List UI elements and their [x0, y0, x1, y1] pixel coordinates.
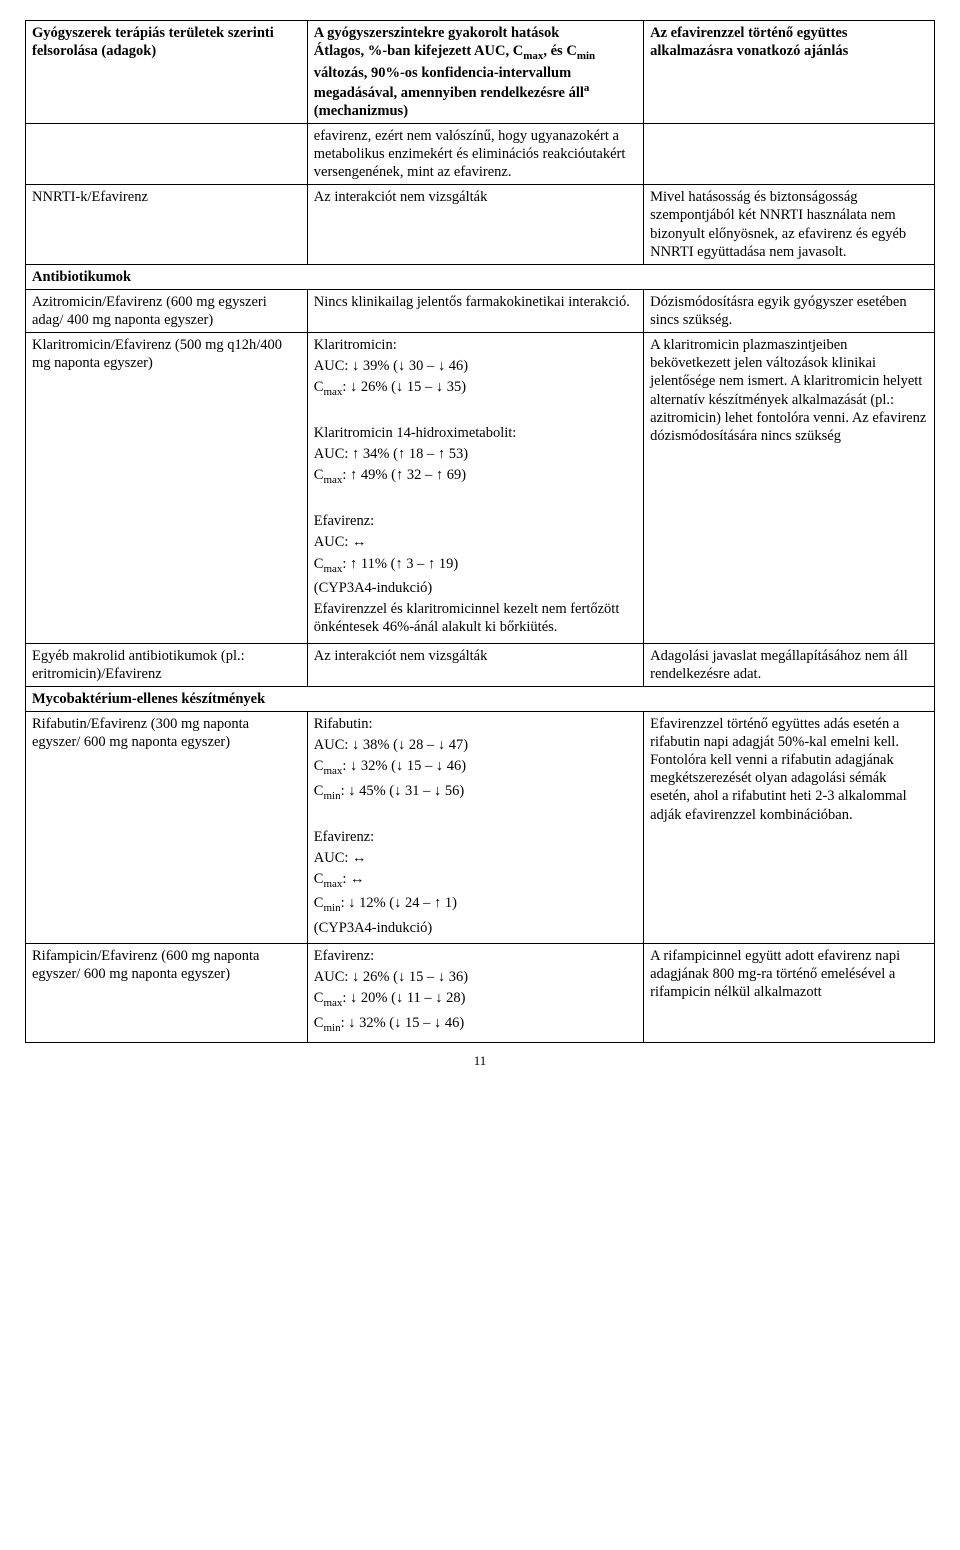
txt: : ↓ 32% (↓ 15 – ↓ 46) — [341, 1015, 465, 1031]
row-klaritromicin: Klaritromicin/Efavirenz (500 mg q12h/400… — [26, 333, 935, 643]
txt: : ↓ 45% (↓ 31 – ↓ 56) — [341, 783, 465, 799]
row-makrolid: Egyéb makrolid antibiotikumok (pl.: erit… — [26, 643, 935, 686]
txt: : ↑ 11% (↑ 3 – ↑ 19) — [342, 556, 458, 572]
cell-azitro-name: Azitromicin/Efavirenz (600 mg egyszeri a… — [26, 289, 308, 332]
row-carryover: efavirenz, ezért nem valószínű, hogy ugy… — [26, 123, 935, 184]
row-rifabutin: Rifabutin/Efavirenz (300 mg naponta egys… — [26, 711, 935, 943]
rifampicin-line-a: Efavirenz: — [314, 947, 637, 965]
txt: C — [314, 895, 324, 911]
rifabutin-line-g: Cmax: ↔ — [314, 870, 637, 892]
rifampicin-line-d: Cmin: ↓ 32% (↓ 15 – ↓ 46) — [314, 1014, 637, 1036]
txt: min — [323, 902, 340, 914]
cell-klaritro-recommendation: A klaritromicin plazmaszintjeiben beköve… — [644, 333, 935, 643]
klaritro-line-f: Cmax: ↑ 49% (↑ 32 – ↑ 69) — [314, 466, 637, 488]
header-col2-line3: (mechanizmus) — [314, 103, 408, 119]
section-antibiotics: Antibiotikumok — [26, 264, 935, 289]
rifampicin-line-c: Cmax: ↓ 20% (↓ 11 – ↓ 28) — [314, 989, 637, 1011]
txt: min — [323, 790, 340, 802]
row-rifampicin: Rifampicin/Efavirenz (600 mg naponta egy… — [26, 944, 935, 1043]
header-col2-sub1: max — [523, 50, 543, 62]
page-number: 11 — [25, 1053, 935, 1069]
section-mycobacterium: Mycobaktérium-ellenes készítmények — [26, 686, 935, 711]
header-col2: A gyógyszerszintekre gyakorolt hatások Á… — [307, 21, 643, 124]
section-antibiotics-label: Antibiotikumok — [26, 264, 935, 289]
txt: : ↓ 12% (↓ 24 – ↑ 1) — [341, 895, 457, 911]
row-azitromicin: Azitromicin/Efavirenz (600 mg egyszeri a… — [26, 289, 935, 332]
cell-rifabutin-recommendation: Efavirenzzel történő együttes adás eseté… — [644, 711, 935, 943]
rifabutin-line-h: Cmin: ↓ 12% (↓ 24 – ↑ 1) — [314, 894, 637, 916]
cell-makrolid-interaction: Az interakciót nem vizsgálták — [307, 643, 643, 686]
txt: C — [314, 871, 324, 887]
cell-makrolid-name: Egyéb makrolid antibiotikumok (pl.: erit… — [26, 643, 308, 686]
txt: max — [323, 386, 342, 398]
cell-makrolid-recommendation: Adagolási javaslat megállapításához nem … — [644, 643, 935, 686]
header-col1: Gyógyszerek terápiás területek szerinti … — [26, 21, 308, 124]
klaritro-line-e: AUC: ↑ 34% (↑ 18 – ↑ 53) — [314, 445, 637, 463]
txt: C — [314, 1015, 324, 1031]
txt: max — [323, 474, 342, 486]
rifabutin-line-b: AUC: ↓ 38% (↓ 28 – ↓ 47) — [314, 736, 637, 754]
rifabutin-line-a: Rifabutin: — [314, 715, 637, 733]
drug-interaction-table: Gyógyszerek terápiás területek szerinti … — [25, 20, 935, 1043]
header-col2-sub2: min — [577, 50, 595, 62]
klaritro-line-j: (CYP3A4-indukció) — [314, 579, 637, 597]
txt: max — [323, 997, 342, 1009]
cell-azitro-interaction: Nincs klinikailag jelentős farmakokineti… — [307, 289, 643, 332]
document-page: Gyógyszerek terápiás területek szerinti … — [25, 20, 935, 1069]
txt: : ↑ 49% (↑ 32 – ↑ 69) — [342, 467, 466, 483]
txt: : ↔ — [342, 871, 364, 887]
klaritro-line-h: AUC: ↔ — [314, 533, 637, 551]
klaritro-line-i: Cmax: ↑ 11% (↑ 3 – ↑ 19) — [314, 555, 637, 577]
row-nnrti: NNRTI-k/Efavirenz Az interakciót nem viz… — [26, 185, 935, 265]
rifabutin-line-e: Efavirenz: — [314, 828, 637, 846]
cell-rifampicin-interaction: Efavirenz: AUC: ↓ 26% (↓ 15 – ↓ 36) Cmax… — [307, 944, 643, 1043]
cell-rifabutin-name: Rifabutin/Efavirenz (300 mg naponta egys… — [26, 711, 308, 943]
rifabutin-line-c: Cmax: ↓ 32% (↓ 15 – ↓ 46) — [314, 757, 637, 779]
klaritro-line-a: Klaritromicin: — [314, 336, 637, 354]
cell-azitro-recommendation: Dózismódosításra egyik gyógyszer esetébe… — [644, 289, 935, 332]
txt: : ↓ 32% (↓ 15 – ↓ 46) — [342, 758, 466, 774]
rifabutin-line-f: AUC: ↔ — [314, 849, 637, 867]
cell-nnrti-recommendation: Mivel hatásosság és biztonságosság szemp… — [644, 185, 935, 265]
cell-nnrti-interaction: Az interakciót nem vizsgálták — [307, 185, 643, 265]
txt: : ↓ 20% (↓ 11 – ↓ 28) — [342, 990, 465, 1006]
klaritro-line-b: AUC: ↓ 39% (↓ 30 – ↓ 46) — [314, 357, 637, 375]
cell-carryover-text: efavirenz, ezért nem valószínű, hogy ugy… — [307, 123, 643, 184]
cell-klaritro-name: Klaritromicin/Efavirenz (500 mg q12h/400… — [26, 333, 308, 643]
cell-empty — [644, 123, 935, 184]
header-col3: Az efavirenzzel történő együttes alkalma… — [644, 21, 935, 124]
rifabutin-line-i: (CYP3A4-indukció) — [314, 919, 637, 937]
header-col2-mid: , és C — [543, 43, 576, 59]
header-col2-post: változás, 90%-os konfidencia-intervallum… — [314, 65, 584, 101]
txt: C — [314, 467, 324, 483]
cell-rifabutin-interaction: Rifabutin: AUC: ↓ 38% (↓ 28 – ↓ 47) Cmax… — [307, 711, 643, 943]
header-col2-line1: A gyógyszerszintekre gyakorolt hatások — [314, 25, 560, 41]
klaritro-line-k: Efavirenzzel és klaritromicinnel kezelt … — [314, 600, 637, 636]
txt: C — [314, 379, 324, 395]
rifabutin-line-d: Cmin: ↓ 45% (↓ 31 – ↓ 56) — [314, 782, 637, 804]
txt: C — [314, 990, 324, 1006]
header-col2-sup: a — [584, 82, 590, 94]
txt: C — [314, 556, 324, 572]
cell-rifampicin-recommendation: A rifampicinnel együtt adott efavirenz n… — [644, 944, 935, 1043]
rifampicin-line-b: AUC: ↓ 26% (↓ 15 – ↓ 36) — [314, 968, 637, 986]
txt: min — [323, 1022, 340, 1034]
table-header-row: Gyógyszerek terápiás területek szerinti … — [26, 21, 935, 124]
cell-rifampicin-name: Rifampicin/Efavirenz (600 mg naponta egy… — [26, 944, 308, 1043]
section-mycobacterium-label: Mycobaktérium-ellenes készítmények — [26, 686, 935, 711]
txt: max — [323, 765, 342, 777]
txt: C — [314, 783, 324, 799]
klaritro-line-d: Klaritromicin 14-hidroximetabolit: — [314, 424, 637, 442]
klaritro-line-g: Efavirenz: — [314, 512, 637, 530]
txt: max — [323, 562, 342, 574]
header-col2-pre: Átlagos, %-ban kifejezett AUC, C — [314, 43, 523, 59]
txt: C — [314, 758, 324, 774]
txt: max — [323, 878, 342, 890]
cell-nnrti-name: NNRTI-k/Efavirenz — [26, 185, 308, 265]
klaritro-line-c: Cmax: ↓ 26% (↓ 15 – ↓ 35) — [314, 378, 637, 400]
txt: : ↓ 26% (↓ 15 – ↓ 35) — [342, 379, 466, 395]
cell-klaritro-interaction: Klaritromicin: AUC: ↓ 39% (↓ 30 – ↓ 46) … — [307, 333, 643, 643]
cell-empty — [26, 123, 308, 184]
